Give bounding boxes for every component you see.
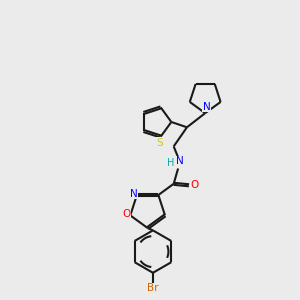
Text: O: O bbox=[123, 209, 131, 219]
Text: Br: Br bbox=[147, 283, 159, 293]
Text: H: H bbox=[167, 158, 174, 168]
Text: S: S bbox=[156, 138, 163, 148]
Text: O: O bbox=[191, 180, 199, 190]
Text: N: N bbox=[203, 102, 211, 112]
Text: N: N bbox=[130, 188, 137, 199]
Text: N: N bbox=[176, 156, 183, 166]
